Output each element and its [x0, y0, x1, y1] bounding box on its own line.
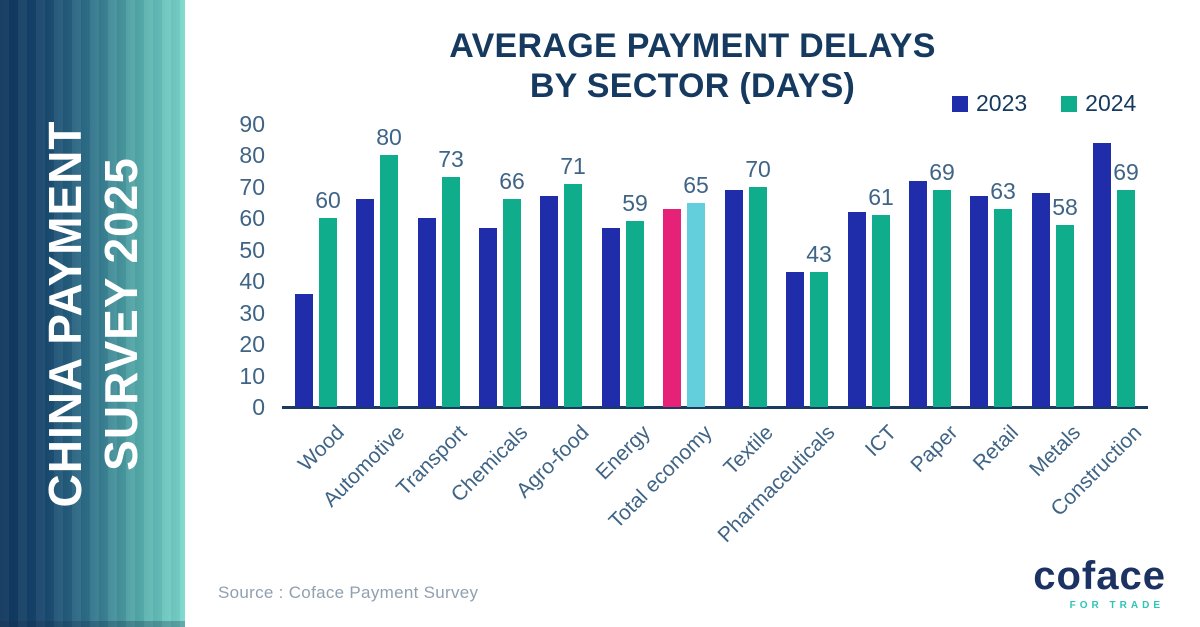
x-label-paper: Paper [906, 421, 963, 477]
bar-2024-total-economy [687, 203, 705, 407]
value-label-automotive: 80 [376, 124, 402, 150]
bar-2024-automotive [380, 155, 398, 407]
value-label-metals: 58 [1052, 194, 1078, 220]
value-label-retail: 63 [990, 178, 1016, 204]
value-label-wood: 60 [315, 187, 341, 213]
bar-2024-energy [626, 221, 644, 407]
bar-2024-construction [1117, 190, 1135, 407]
sidebar-title-line1: CHINA PAYMENT [38, 120, 91, 507]
bar-2023-chemicals [479, 228, 497, 407]
y-axis-tick-10: 10 [239, 362, 265, 389]
bar-2024-pharmaceuticals [810, 272, 828, 407]
value-label-construction: 69 [1113, 159, 1139, 185]
bar-2024-chemicals [503, 199, 521, 407]
y-axis-tick-60: 60 [239, 205, 265, 232]
y-axis-tick-40: 40 [239, 268, 265, 295]
x-label-wood: Wood [293, 421, 349, 476]
bar-2023-textile [725, 190, 743, 407]
bar-2023-agro-food [540, 196, 558, 407]
value-label-energy: 59 [622, 190, 648, 216]
y-axis-tick-80: 80 [239, 142, 265, 169]
value-label-ict: 61 [868, 184, 894, 210]
sidebar-title: CHINA PAYMENT SURVEY 2025 [36, 120, 148, 507]
x-label-retail: Retail [969, 421, 1024, 476]
chart-legend: 2023 2024 [952, 90, 1136, 117]
legend-swatch-2024 [1061, 95, 1078, 112]
bar-2024-paper [933, 190, 951, 407]
bar-2023-wood [295, 294, 313, 407]
legend-item-2024: 2024 [1061, 90, 1136, 117]
value-label-pharmaceuticals: 43 [806, 241, 832, 267]
y-axis-tick-0: 0 [252, 394, 265, 420]
bar-2023-automotive [356, 199, 374, 407]
legend-item-2023: 2023 [952, 90, 1027, 117]
bar-2024-textile [749, 187, 767, 407]
bar-2024-transport [442, 177, 460, 407]
sidebar-title-line2: SURVEY 2025 [94, 156, 147, 471]
x-axis-line [282, 406, 1148, 409]
x-label-pharmaceuticals: Pharmaceuticals [713, 421, 840, 548]
bar-2023-construction [1093, 143, 1111, 407]
value-label-total-economy: 65 [683, 172, 709, 198]
bar-2023-retail [970, 196, 988, 407]
bar-2024-metals [1056, 225, 1074, 407]
bar-2023-pharmaceuticals [786, 272, 804, 407]
y-axis-tick-90: 90 [239, 111, 265, 137]
bar-2023-paper [909, 181, 927, 407]
value-label-chemicals: 66 [499, 168, 525, 194]
y-axis-tick-20: 20 [239, 331, 265, 358]
legend-label-2023: 2023 [976, 90, 1028, 116]
coface-logo-tagline: FOR TRADE [1069, 600, 1164, 611]
x-label-ict: ICT [861, 421, 902, 462]
bar-2023-metals [1032, 193, 1050, 407]
y-axis-tick-30: 30 [239, 299, 265, 326]
bar-2024-retail [994, 209, 1012, 407]
legend-swatch-2023 [952, 95, 968, 112]
value-label-transport: 73 [438, 146, 464, 172]
chart-title: AVERAGE PAYMENT DELAYS BY SECTOR (DAYS) [185, 26, 1200, 106]
value-label-textile: 70 [745, 156, 771, 182]
legend-label-2024: 2024 [1085, 90, 1137, 116]
bar-2023-transport [418, 218, 436, 407]
source-note: Source : Coface Payment Survey [218, 583, 479, 602]
bar-2024-wood [319, 218, 337, 407]
bar-2024-ict [872, 215, 890, 407]
bar-2023-energy [602, 228, 620, 407]
value-label-paper: 69 [929, 159, 955, 185]
sidebar: CHINA PAYMENT SURVEY 2025 [0, 0, 185, 627]
bar-2023-ict [848, 212, 866, 407]
value-label-agro-food: 71 [560, 153, 586, 179]
y-axis-tick-70: 70 [239, 173, 265, 200]
coface-logo: coface FOR TRADE [1033, 556, 1166, 611]
chart-title-line1: AVERAGE PAYMENT DELAYS [449, 27, 936, 65]
bar-2024-agro-food [564, 184, 582, 407]
coface-logo-word: coface [1033, 554, 1166, 598]
chart-title-line2: BY SECTOR (DAYS) [529, 67, 856, 105]
y-axis-tick-50: 50 [239, 236, 265, 263]
x-label-textile: Textile [719, 421, 779, 480]
bar-2023-total-economy [663, 209, 681, 407]
